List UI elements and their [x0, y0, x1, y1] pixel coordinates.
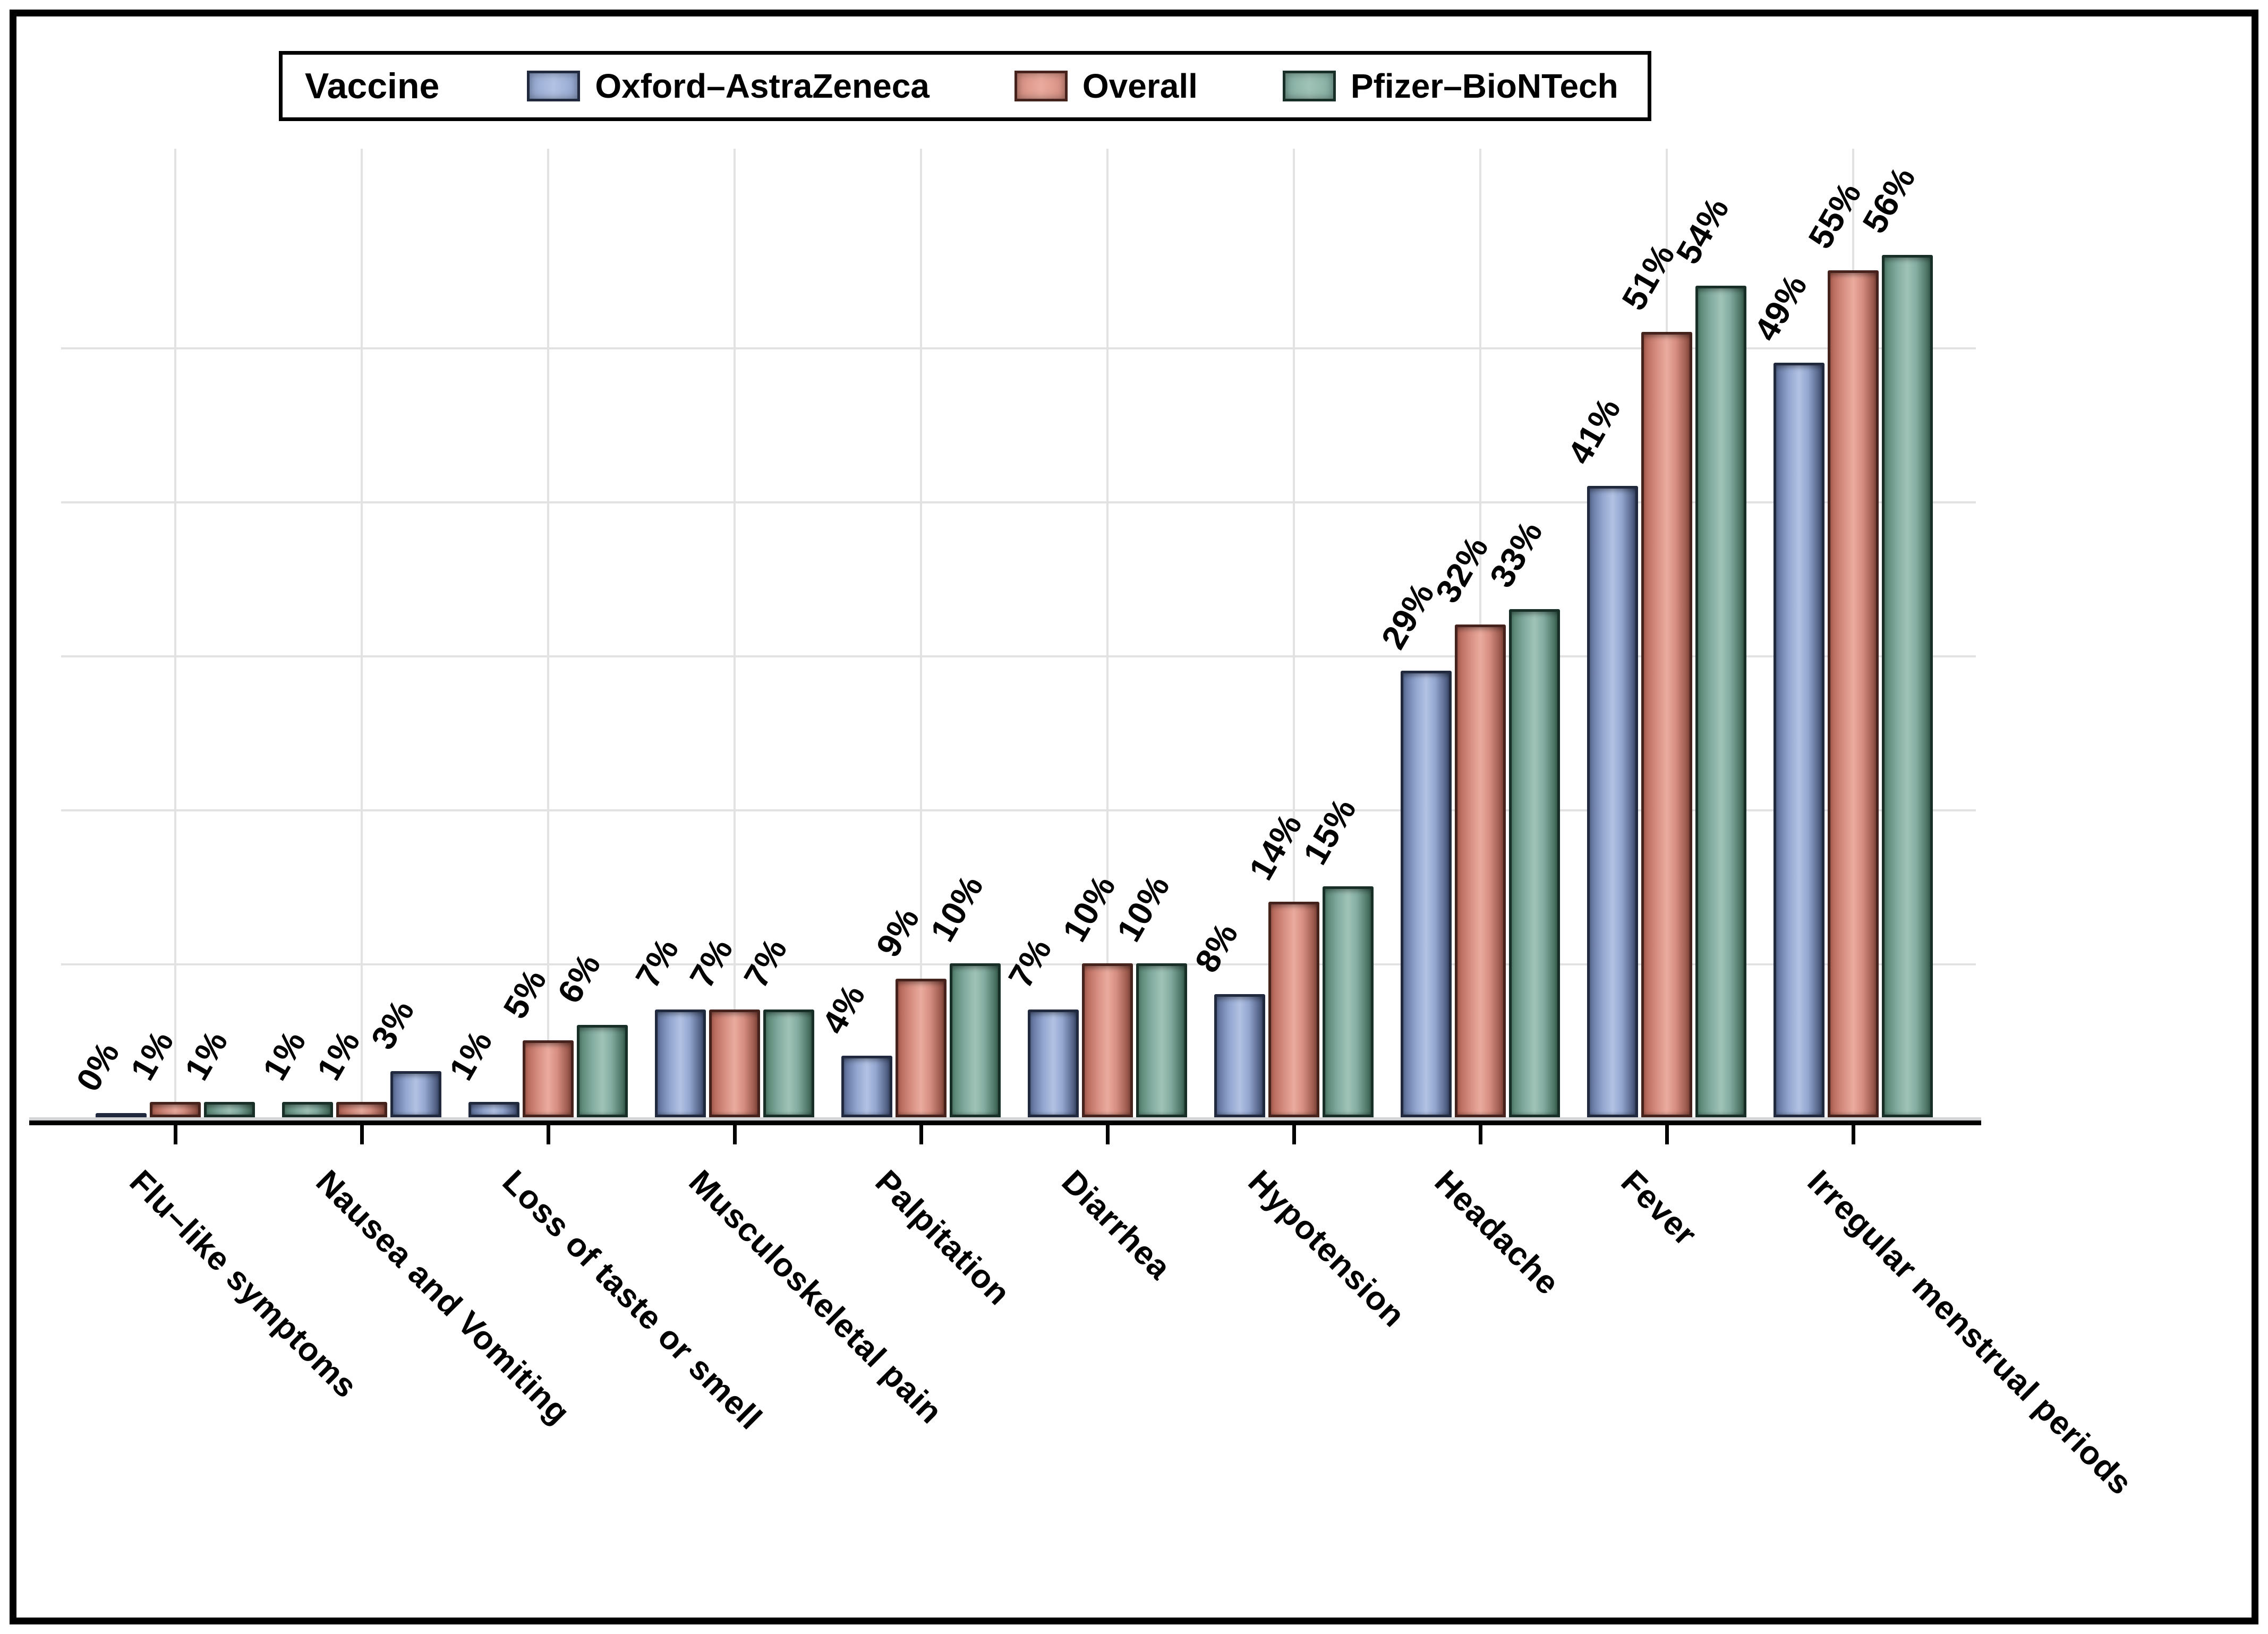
bar-pfizer-9: [1695, 286, 1746, 1117]
value-label: 1%: [441, 1024, 500, 1087]
x-axis-line: [29, 1120, 1981, 1125]
value-label: 9%: [868, 901, 927, 963]
legend-swatch-overall: [1014, 71, 1068, 101]
value-label: 33%: [1482, 514, 1550, 594]
bar-overall-1: [150, 1102, 201, 1117]
value-label: 8%: [1187, 916, 1246, 979]
legend-label-pfizer: Pfizer–BioNTech: [1350, 67, 1618, 105]
bar-overall-10: [1828, 270, 1879, 1117]
value-label: 49%: [1746, 268, 1815, 347]
bar-az-1: [96, 1113, 147, 1118]
category-label-5: Palpitation: [868, 1163, 1018, 1313]
value-label: 7%: [628, 931, 686, 994]
bar-pfizer-6: [1136, 963, 1187, 1117]
x-axis-tick: [1292, 1125, 1296, 1144]
bar-pfizer-3: [577, 1025, 628, 1117]
value-label: 1%: [255, 1024, 313, 1087]
h-gridline-40pct: [61, 501, 1976, 503]
v-gridline-category-7: [1293, 149, 1295, 1117]
bar-az-6: [1028, 1010, 1079, 1117]
value-label: 41%: [1560, 391, 1628, 470]
legend-swatch-az: [527, 71, 581, 101]
value-label: 15%: [1295, 791, 1364, 871]
v-gridline-category-2: [361, 149, 363, 1117]
bar-az-8: [1401, 671, 1452, 1117]
value-label: 1%: [309, 1024, 368, 1087]
bar-az-2: [390, 1071, 441, 1117]
bar-az-10: [1774, 363, 1824, 1117]
bar-overall-5: [896, 979, 947, 1117]
value-label: 7%: [682, 931, 740, 994]
x-axis-tick: [547, 1125, 550, 1144]
x-axis-tick: [1106, 1125, 1110, 1144]
category-label-9: Fever: [1614, 1163, 1704, 1253]
value-label: 1%: [177, 1024, 235, 1087]
x-axis-tick: [360, 1125, 364, 1144]
value-label: 7%: [736, 931, 795, 994]
value-label: 56%: [1855, 160, 1923, 239]
legend: Vaccine Oxford–AstraZeneca Overall Pfizer–…: [279, 51, 1651, 121]
value-label: 10%: [1109, 868, 1178, 948]
v-gridline-category-3: [547, 149, 549, 1117]
legend-item-pfizer: Pfizer–BioNTech: [1282, 66, 1618, 106]
x-axis-tick: [174, 1125, 177, 1144]
bar-pfizer-8: [1509, 609, 1560, 1117]
legend-item-overall: Overall: [1014, 66, 1198, 106]
x-axis-tick: [733, 1125, 737, 1144]
value-label: 10%: [1055, 868, 1123, 948]
bar-az-4: [655, 1010, 706, 1117]
bar-overall-8: [1455, 624, 1506, 1117]
bar-pfizer-2: [282, 1102, 333, 1117]
h-gridline-20pct: [61, 809, 1976, 811]
bar-overall-2: [336, 1102, 387, 1117]
value-label: 3%: [363, 993, 422, 1056]
value-label: 4%: [814, 978, 873, 1040]
bar-az-9: [1587, 486, 1638, 1117]
bar-pfizer-1: [204, 1102, 255, 1117]
category-label-10: Irregular menstrual periods: [1800, 1163, 2139, 1502]
bar-az-7: [1214, 994, 1265, 1117]
value-label: 0%: [69, 1035, 127, 1098]
h-gridline-30pct: [61, 655, 1976, 657]
bar-az-5: [841, 1056, 892, 1117]
x-axis-tick: [1665, 1125, 1669, 1144]
legend-label-az: Oxford–AstraZeneca: [595, 67, 930, 105]
bar-pfizer-10: [1882, 255, 1933, 1117]
bar-pfizer-7: [1323, 886, 1374, 1117]
value-label: 6%: [550, 947, 608, 1010]
legend-title: Vaccine: [305, 66, 440, 106]
category-label-7: Hypotension: [1241, 1163, 1412, 1334]
x-axis-floor: [29, 1117, 1981, 1120]
x-axis-tick: [1479, 1125, 1482, 1144]
bar-overall-3: [523, 1040, 574, 1117]
category-label-8: Headache: [1427, 1163, 1567, 1303]
legend-item-az: Oxford–AstraZeneca: [527, 66, 930, 106]
legend-label-overall: Overall: [1082, 67, 1198, 105]
v-gridline-category-5: [920, 149, 922, 1117]
x-axis-tick: [919, 1125, 923, 1144]
v-gridline-category-1: [174, 149, 176, 1117]
bar-overall-7: [1268, 902, 1319, 1117]
value-label: 10%: [923, 868, 991, 948]
v-gridline-category-6: [1106, 149, 1109, 1117]
h-gridline-50pct: [61, 347, 1976, 349]
legend-swatch-pfizer: [1282, 71, 1336, 101]
bar-az-3: [468, 1102, 519, 1117]
value-label: 5%: [496, 962, 554, 1025]
bar-overall-6: [1082, 963, 1133, 1117]
bar-pfizer-5: [950, 963, 1001, 1117]
v-gridline-category-4: [734, 149, 736, 1117]
value-label: 7%: [1001, 931, 1059, 994]
category-label-6: Diarrhea: [1054, 1163, 1178, 1287]
h-gridline-10pct: [61, 963, 1976, 965]
bar-overall-9: [1641, 332, 1692, 1117]
bar-overall-4: [709, 1010, 760, 1117]
x-axis-tick: [1852, 1125, 1855, 1144]
value-label: 1%: [123, 1024, 181, 1087]
bar-pfizer-4: [763, 1010, 814, 1117]
